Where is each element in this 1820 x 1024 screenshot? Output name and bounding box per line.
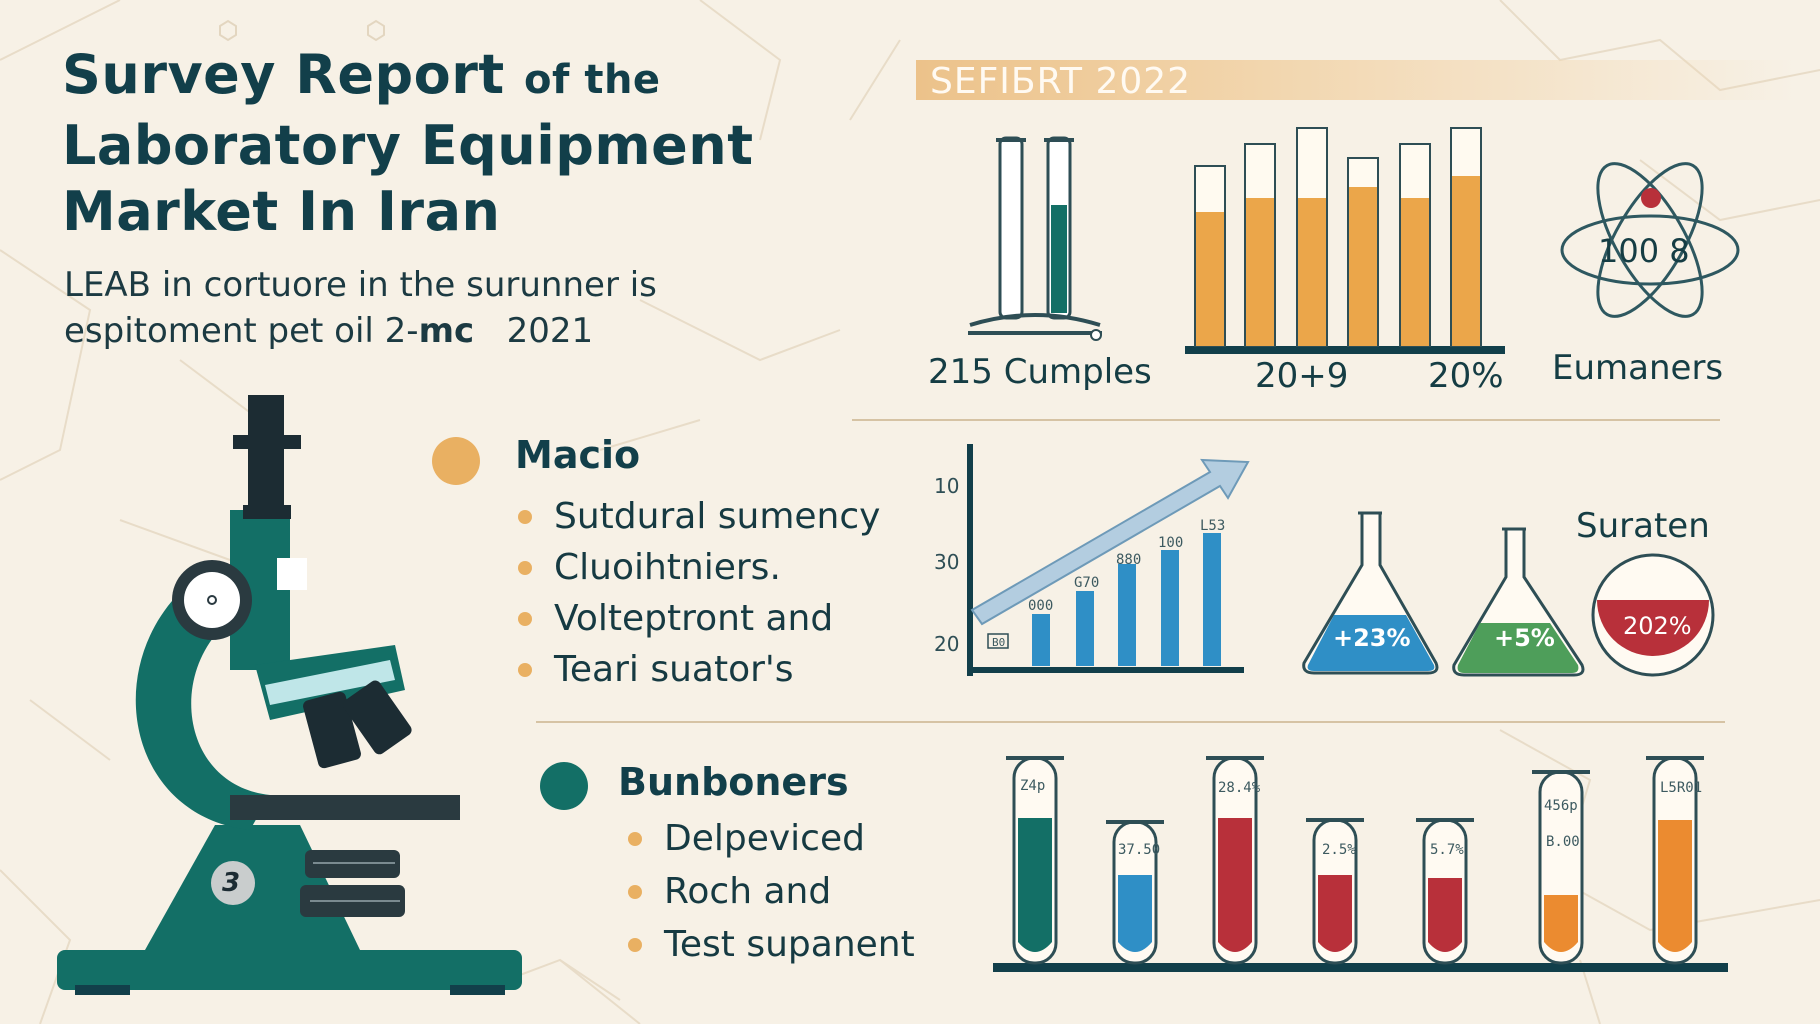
list-item: Delpeviced — [628, 812, 915, 865]
trend-ytick-mid: 30 — [934, 550, 960, 574]
microscope-icon — [57, 395, 522, 995]
list-item: Cluoihtniers. — [518, 542, 880, 593]
tube-label: B.00 — [1546, 834, 1580, 850]
trend-bar-1 — [1032, 614, 1050, 666]
trend-bar-3 — [1118, 564, 1136, 666]
trend-bar-label: L53 — [1200, 518, 1226, 534]
tube-label: 2.5% — [1322, 842, 1356, 858]
title-line1-big: Survey Report — [62, 43, 505, 106]
trend-ytick-bottom: 20 — [934, 632, 960, 656]
tube-label: 28.4% — [1218, 780, 1261, 796]
market-bar-chart — [1194, 127, 1482, 347]
title-line3: Market In Iran — [62, 180, 501, 243]
flasks-title: Suraten — [1576, 506, 1710, 546]
trend-bar-4 — [1161, 550, 1179, 666]
trend-bar-label: G70 — [1074, 575, 1100, 591]
test-tube-rack — [1006, 756, 1704, 965]
trend-bar-label: 880 — [1116, 552, 1142, 568]
macio-dot — [432, 437, 480, 485]
microscope-badge: 3 — [222, 868, 241, 898]
bar-label-left: 20+9 — [1255, 356, 1349, 396]
list-item: Roch and — [628, 865, 915, 918]
test-tube-icon — [968, 136, 1102, 341]
tube-label: Z4p — [1020, 778, 1046, 794]
bunboners-list: Delpeviced Roch and Test supanent — [628, 812, 915, 971]
bar-label-right: 20% — [1428, 356, 1504, 396]
list-item: Volteptront and — [518, 593, 880, 644]
title-line1-small: of the — [524, 57, 661, 103]
macio-list: Sutdural sumency Cluoihtniers. Volteptro… — [518, 491, 880, 695]
tube-label: 456p — [1544, 798, 1578, 814]
page-title: Survey Report of the Laboratory Equipmen… — [62, 42, 822, 245]
bunboners-dot — [540, 762, 588, 810]
tube-label: 5.7% — [1430, 842, 1464, 858]
atom-label: Eumaners — [1552, 348, 1724, 388]
trend-bar-2 — [1076, 591, 1094, 666]
subtitle-line2-post: 2021 — [506, 311, 594, 351]
subtitle-line2-pre: espitoment pet oil 2- — [64, 311, 419, 351]
banner-text: SEFIБRT 2022 — [930, 61, 1192, 102]
bunboners-heading: Bunboners — [618, 760, 849, 804]
trend-bar-label: B0 — [992, 636, 1006, 649]
flask-icon — [1302, 511, 1715, 677]
flask-value: +23% — [1333, 624, 1411, 652]
list-item: Teari suator's — [518, 644, 880, 695]
samples-label: 215 Cumples — [928, 352, 1152, 392]
trend-bar-label: 000 — [1028, 598, 1054, 614]
subtitle-line1: LEAB in cortuore in the surunner is — [64, 265, 657, 305]
list-item: Test supanent — [628, 918, 915, 971]
flask-value: +5% — [1494, 624, 1555, 652]
trend-chart — [967, 444, 1250, 676]
tube-label: L5R01 — [1660, 780, 1703, 796]
macio-heading: Macio — [515, 433, 641, 477]
year-banner: SEFIБRT 2022 — [916, 60, 1796, 102]
trend-bar-label: 100 — [1158, 535, 1184, 551]
subtitle-line2-bold: mc — [418, 311, 475, 351]
title-line2: Laboratory Equipment — [62, 114, 754, 177]
flask-value: 202% — [1623, 612, 1692, 640]
tube-label: 37.50 — [1118, 842, 1161, 858]
list-item: Sutdural sumency — [518, 491, 880, 542]
atom-value: 100 8 — [1598, 232, 1690, 270]
trend-bar-5 — [1203, 533, 1221, 666]
atom-icon — [1560, 162, 1740, 318]
trend-ytick-top: 10 — [934, 474, 960, 498]
subtitle: LEAB in cortuore in the surunner is espi… — [64, 262, 764, 354]
